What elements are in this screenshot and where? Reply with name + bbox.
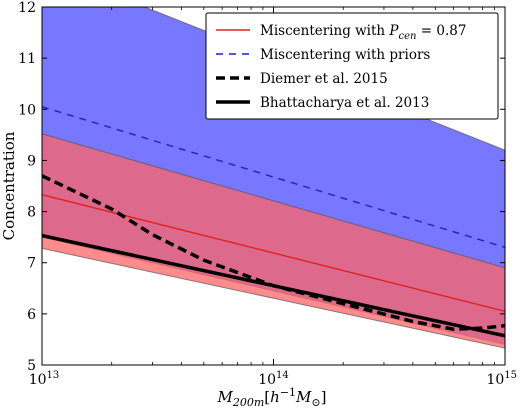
y-tick-label-3: 8 [27, 205, 36, 221]
y-tick-label-1: 6 [27, 307, 36, 323]
y-tick-label-0: 5 [27, 358, 36, 374]
y-tick-label-7: 12 [18, 0, 36, 16]
legend-label-3: Bhattacharya et al. 2013 [260, 95, 429, 111]
legend-label-1: Miscentering with priors [260, 47, 430, 63]
series-lines [42, 106, 505, 338]
legend-label-2: Diemer et al. 2015 [260, 71, 388, 87]
x-axis-title: M200m[h−1M⊙] [217, 386, 327, 409]
series-line-3 [42, 233, 505, 338]
y-axis-title: Concentration [0, 131, 18, 240]
legend: Miscentering with Pcen = 0.87 Miscenterin… [205, 12, 499, 120]
y-tick-label-6: 11 [18, 51, 36, 67]
y-tick-label-4: 9 [27, 153, 36, 169]
series-line-1 [42, 106, 505, 249]
x-tick-label-0: 1013 [29, 370, 60, 388]
band-1 [42, 133, 505, 349]
legend-label-0: Miscentering with Pcen = 0.87 [260, 23, 466, 42]
x-axis-title-text: M200m[h−1M⊙] [217, 386, 327, 409]
y-tick-label-5: 10 [18, 102, 36, 118]
legend-box [205, 12, 499, 120]
y-tick-label-2: 7 [27, 256, 36, 272]
x-tick-label-2: 1015 [486, 370, 517, 388]
